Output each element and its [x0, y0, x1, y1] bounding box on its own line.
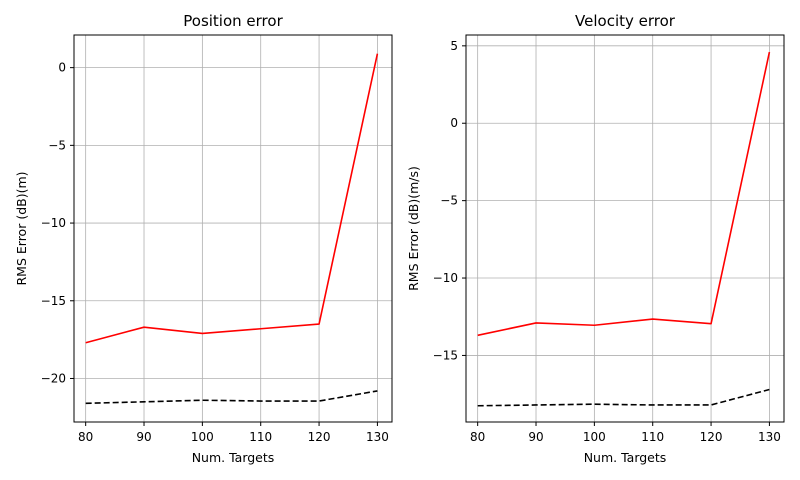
position-error-panel: 80 90 100 110 120 130 0 −5 −10 −15 −20 Position err… — [14, 12, 393, 465]
position-error-y-axis-label: RMS Error (dB)(m) — [14, 171, 29, 285]
position-error-x-axis-label: Num. Targets — [192, 450, 275, 465]
velocity-error-series-red-line — [477, 51, 771, 337]
position-error-series-black-dashed-line — [85, 390, 378, 405]
velocity-error-panel: 80 90 100 110 120 130 5 0 −5 −10 −15 Velocity error… — [406, 12, 785, 465]
position-error-x-tick-label: 100 — [191, 430, 214, 444]
velocity-error-x-tick-label: 120 — [700, 430, 723, 444]
position-error-title: Position error — [183, 12, 283, 30]
velocity-error-y-tick-label: −10 — [433, 271, 458, 285]
velocity-error-x-axis-label: Num. Targets — [584, 450, 667, 465]
position-error-axes-frame — [73, 34, 393, 423]
velocity-error-axes-frame — [465, 34, 785, 423]
velocity-error-x-tick-label: 130 — [758, 430, 781, 444]
velocity-error-title: Velocity error — [575, 12, 676, 30]
position-error-x-tick-label: 90 — [136, 430, 151, 444]
position-error-y-tick-label: 0 — [58, 61, 66, 75]
position-error-y-tick-label: −15 — [41, 294, 66, 308]
position-error-series-red-line — [85, 53, 379, 344]
position-error-x-tick-label: 120 — [308, 430, 331, 444]
position-error-x-tick-label: 80 — [78, 430, 93, 444]
velocity-error-x-tick-label: 80 — [470, 430, 485, 444]
velocity-error-x-tick-label: 110 — [641, 430, 664, 444]
position-error-y-tick-label: −20 — [41, 371, 66, 385]
velocity-error-y-tick-label: 0 — [450, 116, 458, 130]
velocity-error-x-tick-label: 100 — [583, 430, 606, 444]
velocity-error-y-tick-label: −15 — [433, 348, 458, 362]
position-error-x-tick-label: 130 — [366, 430, 389, 444]
position-error-x-tick-label: 110 — [249, 430, 272, 444]
position-error-y-tick-label: −5 — [48, 138, 66, 152]
velocity-error-y-axis-label: RMS Error (dB)(m/s) — [406, 166, 421, 291]
velocity-error-series-black-dashed-line — [477, 388, 770, 407]
velocity-error-x-tick-label: 90 — [528, 430, 543, 444]
position-error-y-tick-label: −10 — [41, 216, 66, 230]
velocity-error-y-tick-label: 5 — [450, 39, 458, 53]
velocity-error-y-tick-label: −5 — [440, 194, 458, 208]
